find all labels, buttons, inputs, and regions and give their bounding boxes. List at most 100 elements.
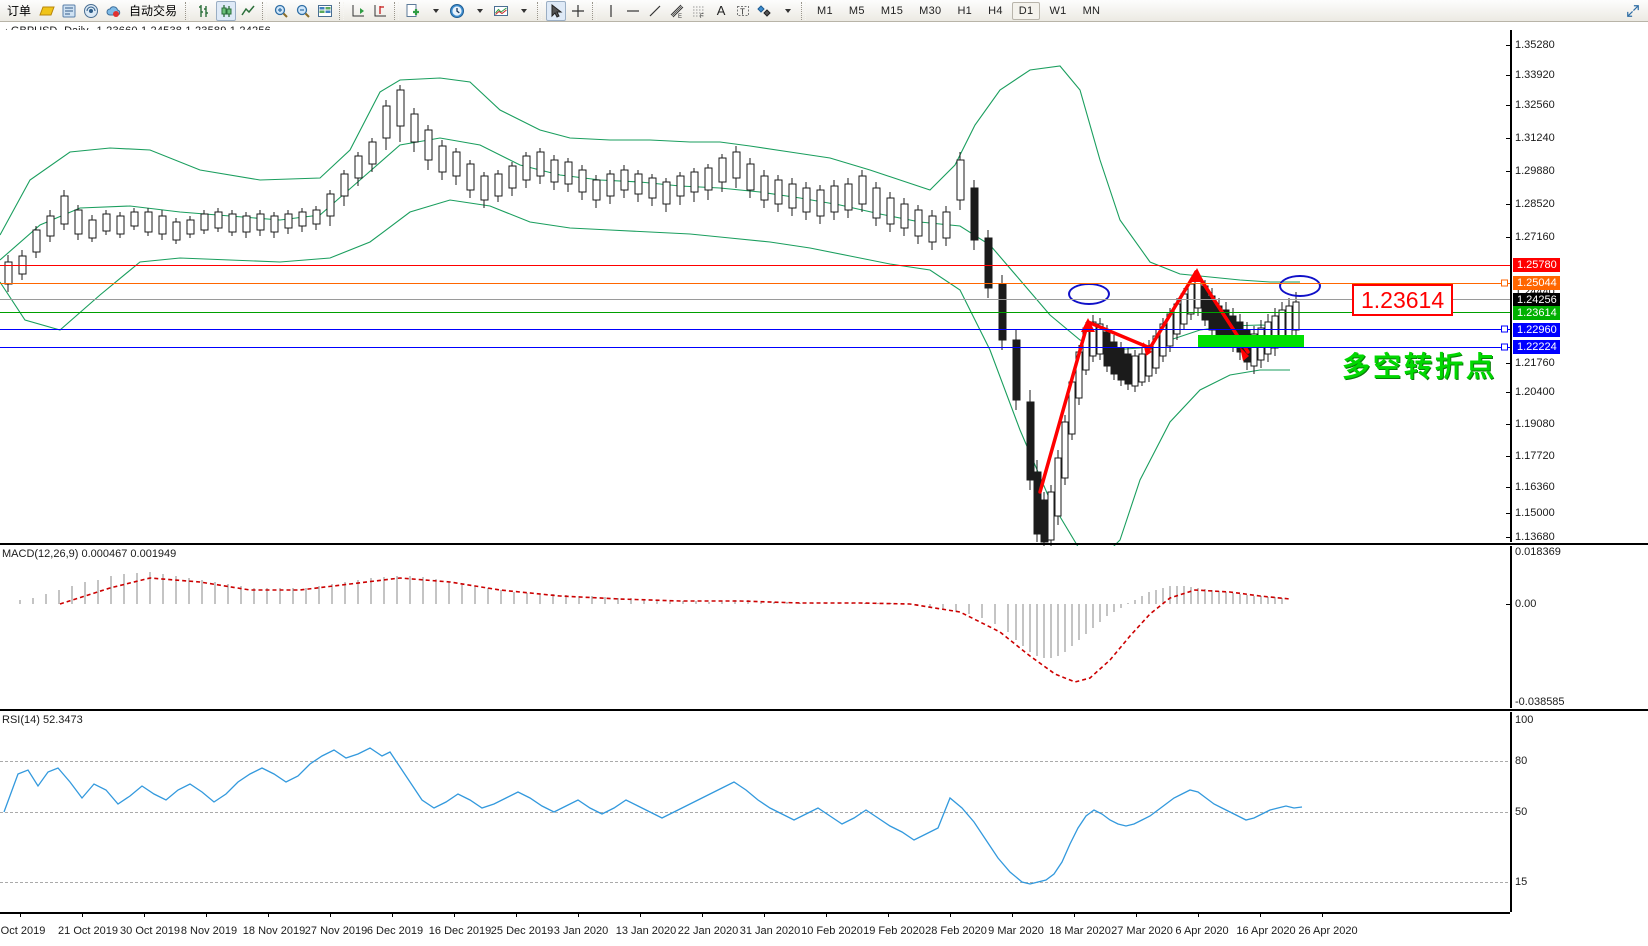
data-window-icon[interactable]: [315, 1, 335, 21]
trendline-icon[interactable]: [645, 1, 665, 21]
period-dropdown[interactable]: [469, 1, 489, 21]
new-chart-dropdown[interactable]: [425, 1, 445, 21]
date-label: 16 Dec 2019: [428, 925, 492, 937]
macd-signal-line: [59, 577, 1291, 683]
level-tag-support-blue-2[interactable]: 1.22224: [1513, 340, 1560, 354]
signals-icon[interactable]: [81, 1, 101, 21]
bar-chart-icon[interactable]: [194, 1, 214, 21]
rsi-pane[interactable]: RSI(14) 52.3473: [0, 712, 1510, 912]
candlestick-chart-icon[interactable]: [216, 0, 237, 21]
rsi-axis-line: [1510, 712, 1512, 912]
bollinger-upper-band: [0, 65, 1300, 283]
objects-dropdown[interactable]: [777, 1, 797, 21]
level-tag-resistance-red[interactable]: 1.25780: [1513, 258, 1560, 272]
macd-svg: [19, 572, 1291, 683]
level-tag-support-green[interactable]: 1.23614: [1513, 306, 1560, 320]
date-label: 18 Mar 2020: [1049, 925, 1111, 937]
toolbar-separator-4: [394, 1, 400, 20]
support-line-123614[interactable]: [0, 312, 1510, 313]
fullscreen-icon[interactable]: [1623, 1, 1643, 21]
templates-dropdown[interactable]: [513, 1, 533, 21]
toolbar-separator-6: [592, 1, 598, 20]
resistance-line-125044[interactable]: [0, 283, 1510, 284]
date-label: 6 Apr 2020: [1175, 925, 1229, 937]
crosshair-icon[interactable]: [568, 1, 588, 21]
price-tick: 1.16360: [1515, 481, 1555, 493]
timeframe-h4[interactable]: H4: [988, 4, 1003, 17]
objects-icon[interactable]: [755, 1, 775, 21]
zoom-in-icon[interactable]: [271, 1, 291, 21]
order-label: 订单: [7, 4, 32, 18]
support-line-122224[interactable]: [0, 347, 1510, 348]
timeframe-w1[interactable]: W1: [1049, 4, 1067, 17]
new-chart-icon[interactable]: [403, 1, 423, 21]
rsi-svg: [3, 747, 1303, 885]
resistance-handle-125044[interactable]: [1501, 279, 1508, 287]
toolbar-separator-3: [339, 1, 345, 20]
macd-indicator-label: MACD(12,26,9) 0.000467 0.001949: [2, 548, 177, 560]
timeframe-mn[interactable]: MN: [1082, 4, 1101, 17]
timeframe-m1[interactable]: M1: [817, 4, 833, 17]
templates-icon[interactable]: [491, 1, 511, 21]
price-tick: 1.31240: [1515, 132, 1555, 144]
market-icon[interactable]: [103, 1, 123, 21]
rsi-indicator-label: RSI(14) 52.3473: [2, 714, 83, 726]
cursor-icon[interactable]: [546, 0, 567, 21]
fibonacci-icon[interactable]: F: [689, 1, 709, 21]
autoscroll-icon[interactable]: [348, 1, 368, 21]
support-handle-122960[interactable]: [1501, 325, 1508, 333]
price-tick: 1.33920: [1515, 69, 1555, 81]
timeframe-m15[interactable]: M15: [880, 4, 904, 17]
order-button[interactable]: 订单: [3, 1, 35, 21]
trend-arrow-heads: [1081, 268, 1249, 361]
price-chart-pane[interactable]: [0, 30, 1510, 561]
level-tag-current-price[interactable]: 1.24256: [1513, 293, 1560, 307]
chart-shift-icon[interactable]: [370, 1, 390, 21]
toolbar-separator-7: [801, 1, 807, 20]
hline-icon[interactable]: [623, 1, 643, 21]
label-icon[interactable]: T: [733, 1, 753, 21]
timeframe-d1[interactable]: D1: [1011, 1, 1041, 20]
metaeditor-icon[interactable]: [59, 1, 79, 21]
date-label: 21 Oct 2019: [58, 925, 118, 937]
period-icon[interactable]: [447, 1, 467, 21]
zoom-out-icon[interactable]: [293, 1, 313, 21]
pivot-ellipse-right: [1279, 275, 1321, 297]
folder-icon[interactable]: [37, 1, 57, 21]
chinese-annotation: 多空转折点: [1342, 351, 1498, 382]
timeframe-m5[interactable]: M5: [848, 4, 865, 17]
text-icon[interactable]: A: [716, 3, 726, 18]
support-handle-122224[interactable]: [1501, 343, 1508, 351]
macd-pane-separator: [0, 543, 1648, 545]
line-chart-icon[interactable]: [238, 1, 258, 21]
rsi-level-50: [0, 812, 1508, 813]
price-tick: 1.32560: [1515, 99, 1555, 111]
rsi-pane-separator: [0, 709, 1648, 711]
macd-tick-bottom: -0.038585: [1515, 696, 1565, 708]
price-tick: 1.28520: [1515, 198, 1555, 210]
bollinger-lower-band: [0, 199, 1290, 561]
resistance-line-125780[interactable]: [0, 265, 1510, 266]
timeframe-m30[interactable]: M30: [919, 4, 942, 17]
autotrading-button[interactable]: 自动交易: [125, 1, 181, 21]
macd-tick-zero: 0.00: [1515, 598, 1537, 610]
support-line-122960[interactable]: [0, 329, 1510, 330]
level-tag-resistance-orange[interactable]: 1.25044: [1513, 276, 1560, 290]
equidistant-channel-icon[interactable]: E: [667, 1, 687, 21]
pivot-ellipse-left: [1068, 283, 1110, 305]
candlestick-series: [4, 85, 1300, 560]
date-label: 18 Nov 2019: [242, 925, 306, 937]
timeframe-h1[interactable]: H1: [957, 4, 973, 17]
vline-icon[interactable]: [601, 1, 621, 21]
date-label: 16 Apr 2020: [1236, 925, 1296, 937]
macd-pane[interactable]: MACD(12,26,9) 0.000467 0.001949: [0, 546, 1510, 708]
date-label: 22 Jan 2020: [677, 925, 739, 937]
date-label: 9 Mar 2020: [988, 925, 1044, 937]
rsi-level-80: [0, 761, 1508, 762]
rsi-tick-80: 80: [1515, 755, 1528, 767]
price-tick: 1.17720: [1515, 450, 1555, 462]
date-label: 31 Jan 2020: [739, 925, 801, 937]
level-tag-support-blue-1[interactable]: 1.22960: [1513, 323, 1560, 337]
svg-text:T: T: [740, 7, 745, 16]
